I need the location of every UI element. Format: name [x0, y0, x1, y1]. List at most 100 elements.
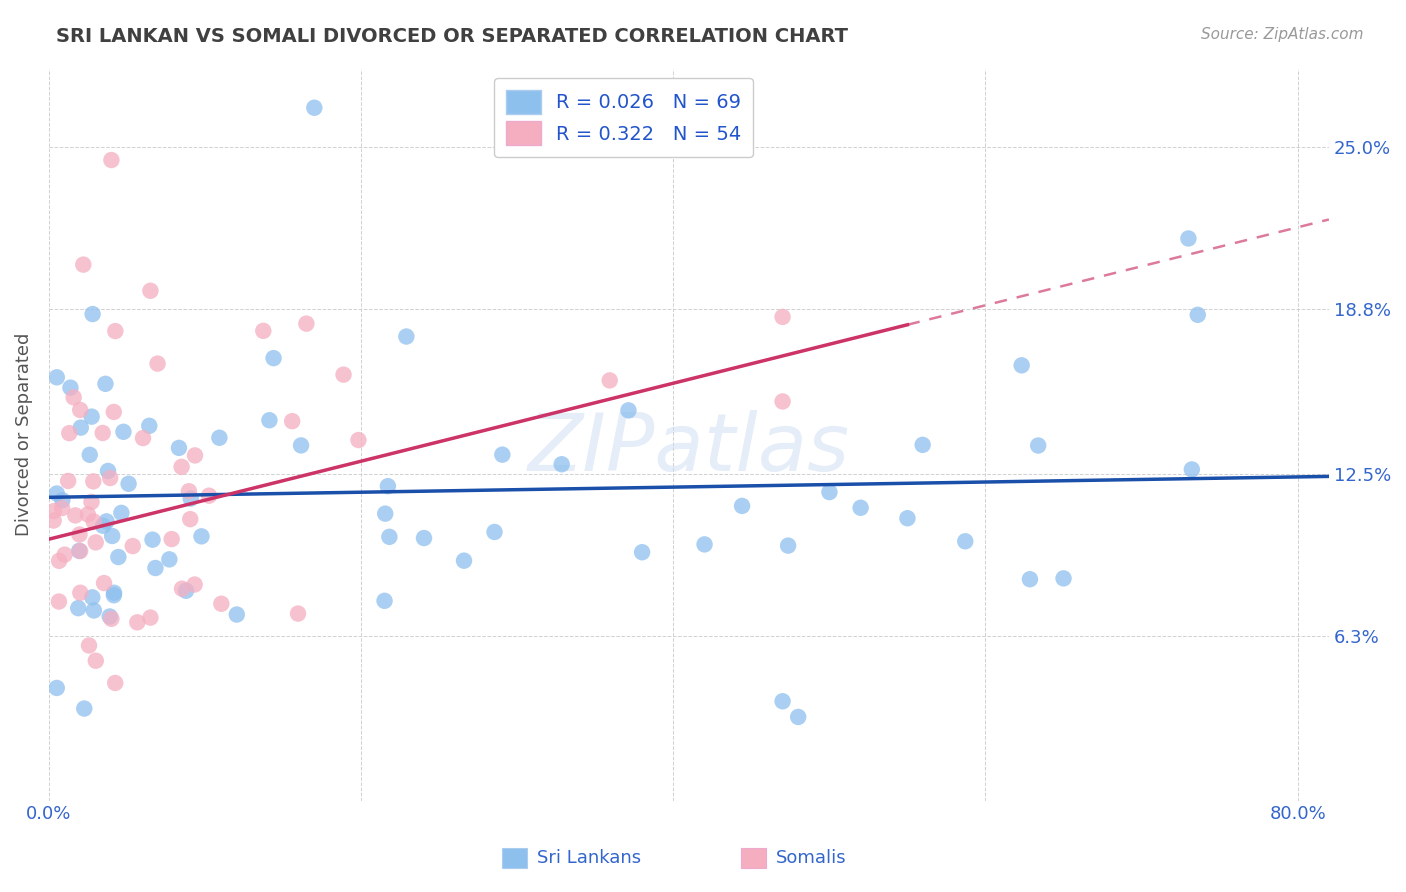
- Point: [263, 351, 285, 366]
- Point: [117, 476, 139, 491]
- Point: [97, 464, 120, 478]
- Point: [374, 507, 396, 521]
- Point: [59, 381, 82, 395]
- Point: [100, 153, 122, 167]
- Point: [48, 554, 70, 568]
- Point: [1019, 572, 1042, 586]
- Point: [911, 438, 934, 452]
- Point: [453, 554, 475, 568]
- Point: [96, 515, 118, 529]
- Point: [76, 508, 98, 522]
- Point: [103, 405, 125, 419]
- Point: [170, 459, 193, 474]
- Text: ZIPatlas: ZIPatlas: [527, 410, 851, 488]
- Point: [84, 535, 107, 549]
- Point: [550, 457, 572, 471]
- Point: [138, 418, 160, 433]
- Point: [121, 539, 143, 553]
- Point: [67, 601, 90, 615]
- Point: [82, 591, 104, 605]
- Text: SRI LANKAN VS SOMALI DIVORCED OR SEPARATED CORRELATION CHART: SRI LANKAN VS SOMALI DIVORCED OR SEPARAT…: [56, 27, 848, 45]
- Point: [378, 530, 401, 544]
- Legend: R = 0.026   N = 69, R = 0.322   N = 54: R = 0.026 N = 69, R = 0.322 N = 54: [494, 78, 754, 157]
- Point: [772, 394, 794, 409]
- Point: [157, 552, 180, 566]
- Point: [42, 514, 65, 528]
- Point: [67, 544, 90, 558]
- Point: [45, 486, 67, 500]
- Point: [58, 426, 80, 441]
- Point: [377, 479, 399, 493]
- Point: [146, 357, 169, 371]
- Point: [80, 495, 103, 509]
- Point: [51, 501, 73, 516]
- Point: [53, 548, 76, 562]
- Point: [167, 441, 190, 455]
- Point: [347, 433, 370, 447]
- Point: [77, 639, 100, 653]
- Point: [1181, 462, 1204, 476]
- Point: [103, 588, 125, 602]
- Point: [104, 324, 127, 338]
- Point: [818, 485, 841, 500]
- Point: [693, 537, 716, 551]
- Point: [1177, 231, 1199, 245]
- Point: [56, 474, 79, 488]
- Point: [1052, 571, 1074, 585]
- Point: [100, 612, 122, 626]
- Point: [107, 549, 129, 564]
- Point: [91, 518, 114, 533]
- Point: [91, 425, 114, 440]
- Point: [183, 577, 205, 591]
- Point: [955, 534, 977, 549]
- Point: [127, 615, 149, 630]
- Point: [295, 317, 318, 331]
- Point: [484, 524, 506, 539]
- Point: [287, 607, 309, 621]
- Y-axis label: Divorced or Separated: Divorced or Separated: [15, 333, 32, 536]
- Point: [252, 324, 274, 338]
- Point: [174, 583, 197, 598]
- Point: [94, 376, 117, 391]
- Point: [179, 512, 201, 526]
- Point: [849, 500, 872, 515]
- Point: [103, 586, 125, 600]
- Point: [787, 710, 810, 724]
- Point: [290, 438, 312, 452]
- Point: [896, 511, 918, 525]
- Point: [1011, 359, 1033, 373]
- Point: [69, 544, 91, 558]
- Point: [491, 448, 513, 462]
- Point: [72, 258, 94, 272]
- Point: [45, 681, 67, 695]
- Point: [80, 409, 103, 424]
- Point: [132, 431, 155, 445]
- Point: [104, 676, 127, 690]
- Point: [170, 582, 193, 596]
- Point: [73, 701, 96, 715]
- Point: [45, 370, 67, 384]
- Point: [599, 373, 621, 387]
- Point: [208, 431, 231, 445]
- Point: [332, 368, 354, 382]
- Point: [1026, 438, 1049, 452]
- Point: [98, 471, 121, 485]
- Point: [374, 594, 396, 608]
- Point: [83, 515, 105, 529]
- Point: [93, 576, 115, 591]
- Point: [617, 403, 640, 417]
- Point: [112, 425, 135, 439]
- Point: [69, 420, 91, 434]
- Point: [65, 508, 87, 523]
- Point: [778, 539, 800, 553]
- Point: [83, 603, 105, 617]
- Point: [631, 545, 654, 559]
- Point: [82, 475, 104, 489]
- Point: [139, 610, 162, 624]
- Point: [1187, 308, 1209, 322]
- Point: [62, 390, 84, 404]
- Point: [180, 491, 202, 506]
- Point: [82, 307, 104, 321]
- Point: [79, 448, 101, 462]
- Point: [69, 586, 91, 600]
